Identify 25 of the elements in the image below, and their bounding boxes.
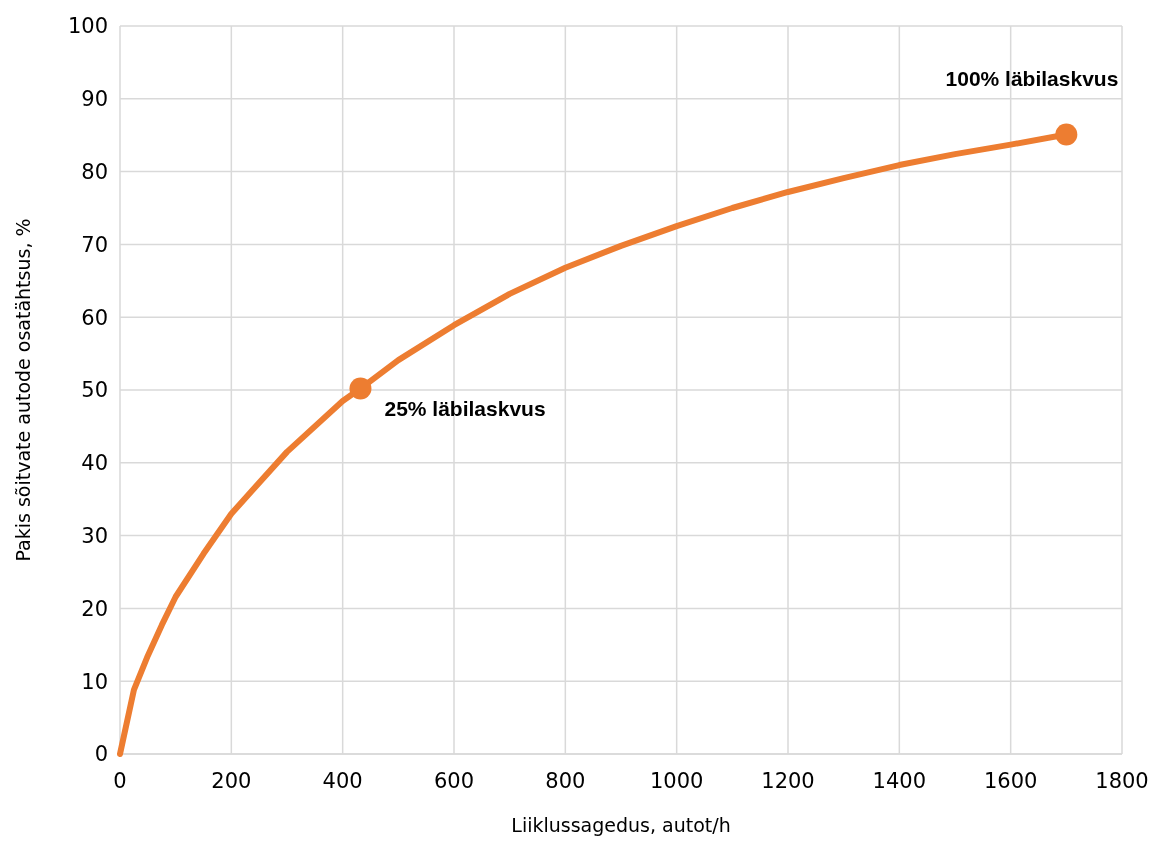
- y-tick-label: 70: [81, 232, 108, 257]
- y-tick-label: 10: [81, 669, 108, 694]
- y-axis-title: Pakis sõitvate autode osatähtsus, %: [12, 218, 34, 562]
- x-tick-label: 1800: [1095, 769, 1149, 793]
- y-tick-label: 80: [81, 159, 108, 184]
- x-tick-label: 200: [211, 769, 252, 793]
- y-tick-label: 20: [81, 596, 108, 621]
- x-tick-label: 600: [433, 769, 475, 793]
- x-axis-title: Liiklussagedus, autot/h: [511, 814, 731, 836]
- x-tick-label: 400: [322, 769, 363, 793]
- y-tick-label: 30: [81, 523, 108, 548]
- y-tick-label: 40: [81, 451, 108, 476]
- x-tick-label: 1000: [649, 769, 704, 793]
- annotation: 25% läbilaskvus: [384, 396, 546, 420]
- annotation: 100% läbilaskvus: [945, 67, 1119, 91]
- y-tick-label: 0: [94, 742, 108, 767]
- x-tick-label: 1400: [872, 769, 927, 793]
- x-tick-label: 1200: [761, 769, 815, 793]
- x-tick-label: 1600: [983, 769, 1038, 793]
- x-tick-label: 800: [545, 769, 586, 793]
- x-tick-label: 0: [113, 769, 127, 793]
- y-tick-label: 60: [81, 305, 108, 330]
- y-tick-label: 50: [81, 378, 108, 403]
- y-tick-label: 100: [67, 14, 108, 39]
- y-tick-label: 90: [81, 87, 108, 112]
